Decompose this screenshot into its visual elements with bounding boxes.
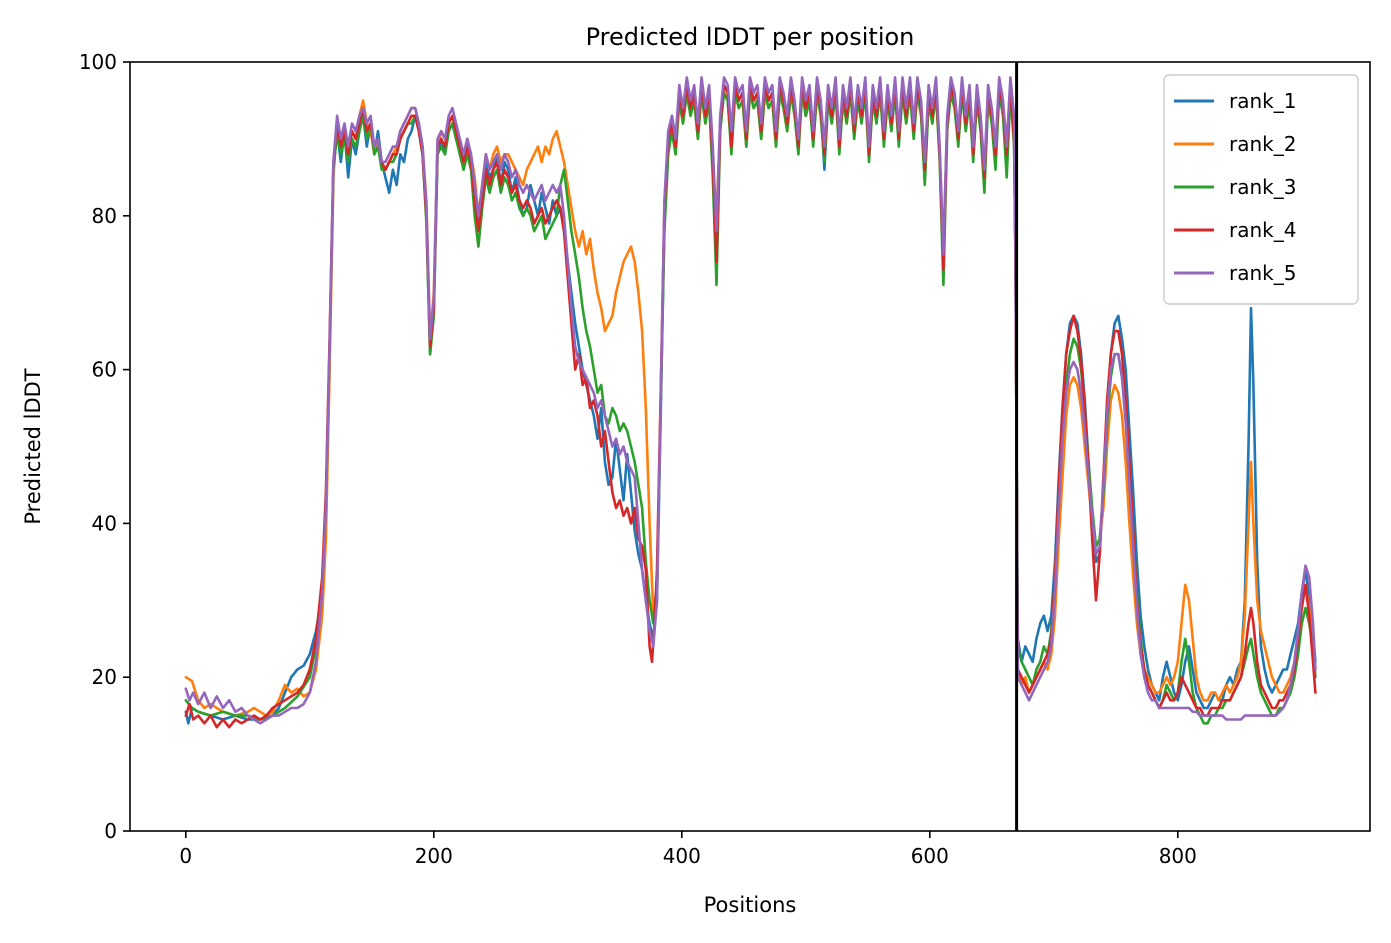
x-tick-label: 800 [1159,844,1197,868]
y-axis-label: Predicted lDDT [21,368,45,524]
legend-label: rank_3 [1229,175,1296,199]
legend-box [1163,74,1359,305]
y-tick-label: 40 [92,511,117,535]
chart-title: Predicted lDDT per position [586,23,915,51]
y-tick-label: 0 [104,819,117,843]
legend-label: rank_1 [1229,89,1296,113]
x-tick-label: 400 [663,844,701,868]
x-tick-label: 600 [911,844,949,868]
series-layer [184,76,1317,729]
plot-frame [129,61,1371,832]
legend-label: rank_2 [1229,132,1296,156]
y-tick-label: 20 [92,665,117,689]
y-tick-label: 80 [92,204,117,228]
x-tick-label: 200 [415,844,453,868]
x-axis-label: Positions [704,893,797,917]
legend-label: rank_5 [1229,261,1296,285]
y-tick-label: 60 [92,358,117,382]
x-tick-label: 0 [179,844,192,868]
y-axis: 0 20 40 60 80 100 [79,50,130,843]
legend: rank_1 rank_2 rank_3 rank_4 rank_5 [1163,74,1359,305]
legend-label: rank_4 [1229,218,1296,242]
x-axis: 0 200 400 600 800 [179,831,1197,868]
y-tick-label: 100 [79,50,117,74]
series-line-rank-5 [184,76,1317,725]
